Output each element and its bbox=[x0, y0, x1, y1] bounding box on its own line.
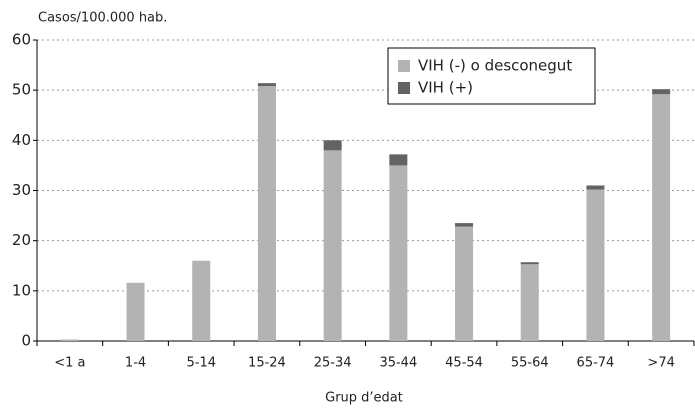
bar-segment bbox=[126, 282, 145, 341]
x-tick-label: 15-24 bbox=[248, 356, 286, 371]
bar-segment bbox=[389, 165, 408, 341]
legend-box bbox=[387, 47, 596, 105]
bar-segment bbox=[389, 154, 408, 166]
bar-segment bbox=[520, 262, 539, 265]
y-tick-label: 20 bbox=[12, 231, 31, 249]
legend-label: VIH (+) bbox=[418, 79, 473, 97]
y-tick-label: 10 bbox=[12, 281, 31, 299]
y-tick-label: 40 bbox=[12, 131, 31, 149]
x-tick-label: >74 bbox=[647, 356, 674, 371]
y-tick-label: 30 bbox=[12, 181, 31, 199]
x-tick-label: 55-64 bbox=[511, 356, 549, 371]
bar-segment bbox=[652, 94, 671, 342]
bar-segment bbox=[192, 260, 211, 341]
y-tick-label: 50 bbox=[12, 81, 31, 99]
x-tick-label: <1 a bbox=[54, 356, 85, 371]
y-tick-label: 60 bbox=[12, 31, 31, 49]
x-tick-label: 65-74 bbox=[577, 356, 615, 371]
legend-swatch bbox=[398, 82, 410, 94]
bar-segment bbox=[455, 223, 474, 227]
x-tick-label: 1-4 bbox=[125, 356, 146, 371]
bar-segment bbox=[257, 83, 276, 87]
bar-segment bbox=[455, 226, 474, 341]
y-axis-label: Casos/100.000 hab. bbox=[38, 11, 167, 26]
legend-label: VIH (-) o desconegut bbox=[418, 57, 572, 75]
bar-segment bbox=[323, 150, 342, 341]
y-tick-label: 0 bbox=[21, 332, 31, 350]
bar-segment bbox=[586, 185, 605, 190]
bar-segment bbox=[652, 89, 671, 95]
bar-segment bbox=[520, 264, 539, 341]
x-tick-label: 25-34 bbox=[314, 356, 352, 371]
bar-segment bbox=[60, 339, 79, 341]
bar-segment bbox=[323, 140, 342, 151]
bar-segment bbox=[586, 189, 605, 341]
x-tick-label: 5-14 bbox=[186, 356, 216, 371]
legend-swatch bbox=[398, 60, 410, 72]
x-axis-label: Grup d’edat bbox=[325, 391, 403, 406]
bar-segment bbox=[257, 86, 276, 341]
x-tick-label: 45-54 bbox=[445, 356, 483, 371]
x-tick-label: 35-44 bbox=[379, 356, 417, 371]
